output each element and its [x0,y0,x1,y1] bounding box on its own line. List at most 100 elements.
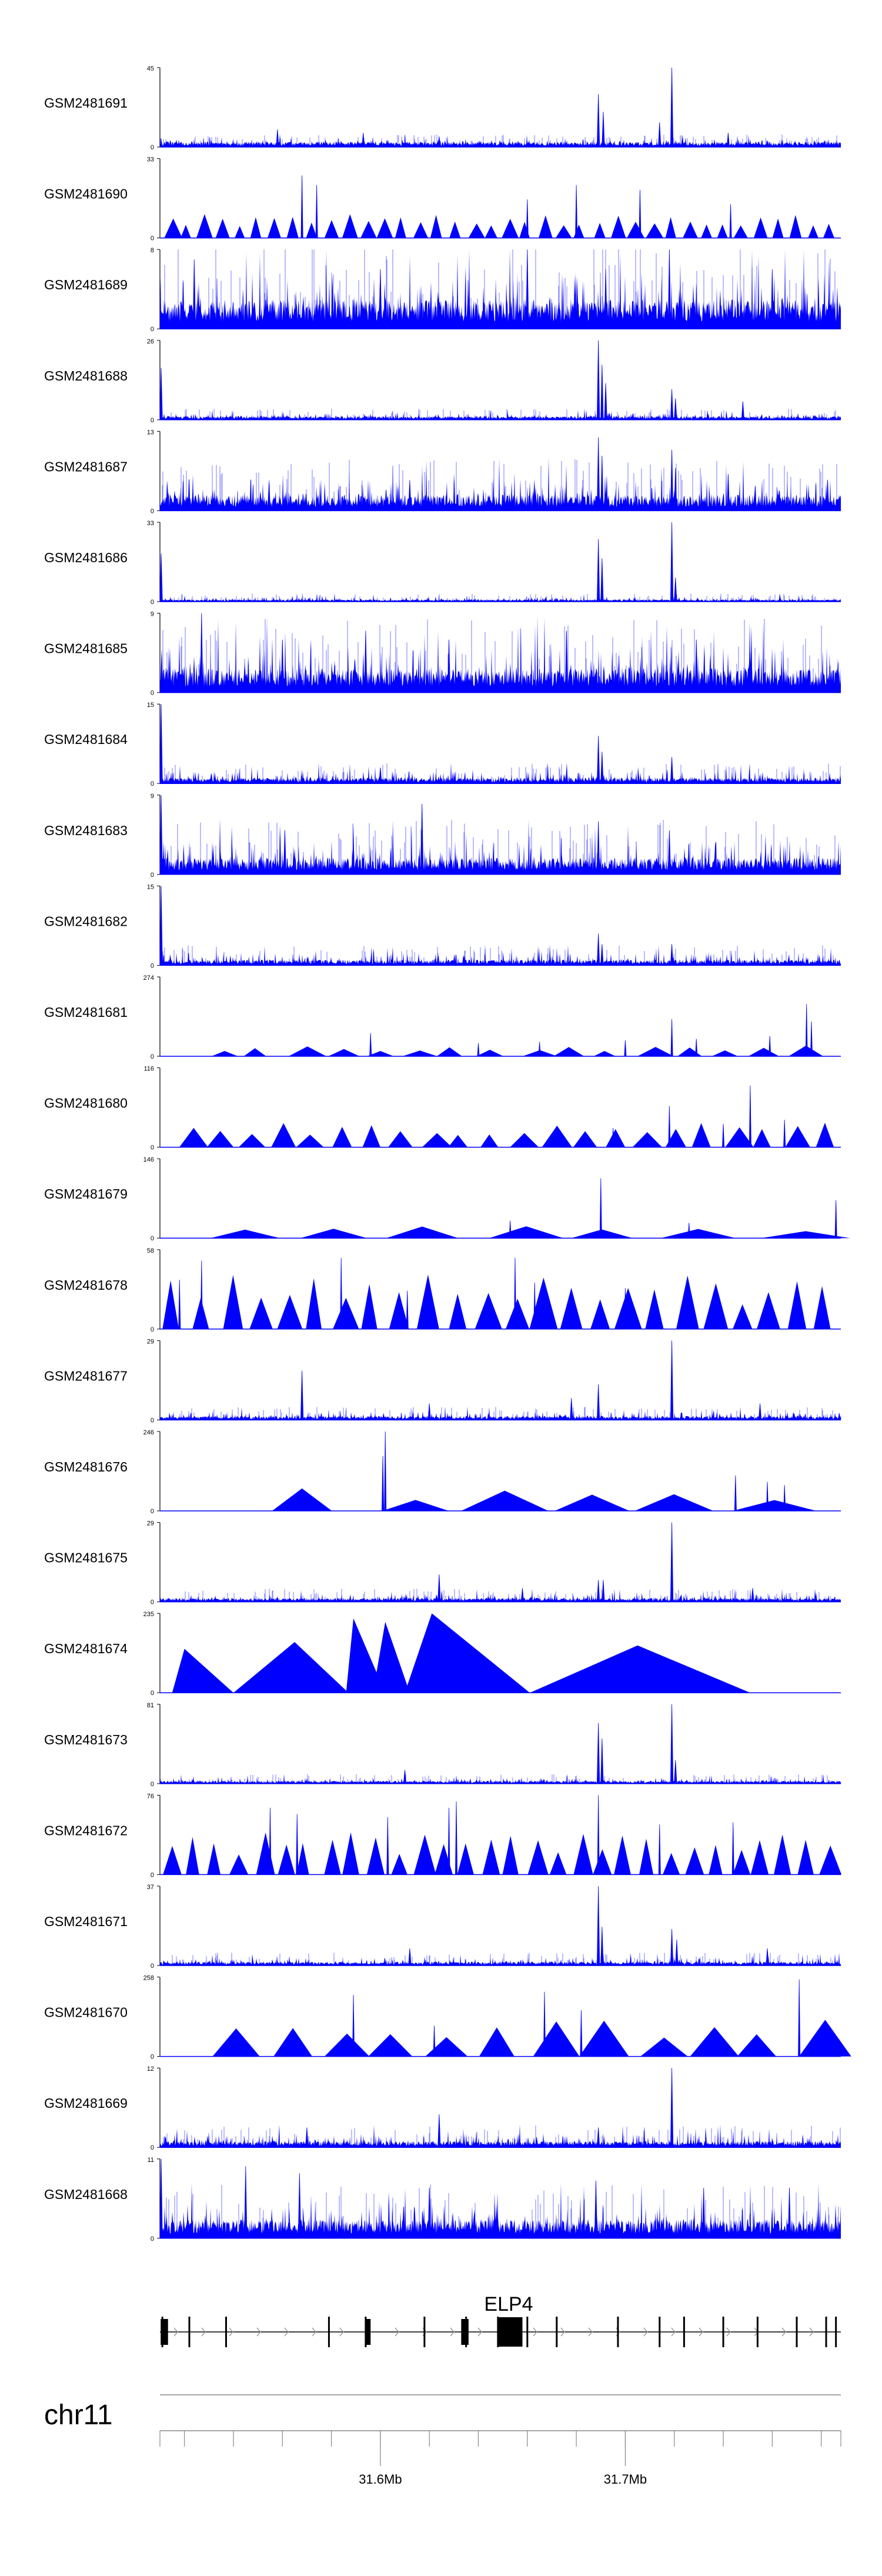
coverage-area [160,408,841,420]
track-label: GSM2481675 [44,1550,128,1566]
signal-spike [477,1043,480,1057]
coverage-peak [677,1047,702,1056]
coverage-peak [210,1229,280,1239]
signal-spike [526,249,529,329]
track-label: GSM2481669 [44,2095,128,2111]
coverage-peak [235,226,245,238]
coverage-peak [475,1293,502,1329]
exon-block [366,2319,371,2345]
coverage-peak [206,1131,234,1147]
track-label: GSM2481677 [44,1368,128,1383]
track-GSM2481677: GSM2481677 29 0 [44,1338,841,1424]
coverage-peak [506,1299,530,1329]
coverage-peak [660,1229,736,1239]
signal-spike [695,1039,698,1057]
coverage-peak [632,1132,662,1147]
y-max-label: 8 [151,247,154,254]
track-label: GSM2481670 [44,2005,128,2020]
signal-spike [670,389,674,421]
coverage-peak [819,1846,842,1875]
signal-spike [639,189,642,238]
y-max-label: 33 [147,520,154,527]
signal-spike [244,2166,248,2239]
strand-arrow [229,2327,233,2337]
coverage-noise [179,1407,841,1420]
coverage-peak [391,1854,407,1875]
coverage-peak [229,1854,249,1875]
y-max-label: 12 [147,2066,154,2073]
signal-spike [597,94,600,148]
signal-spike [674,1760,677,1784]
track-GSM2481670: GSM2481670 258 0 [44,1975,851,2061]
strand-arrow [173,2327,178,2337]
coverage-peak [479,2027,514,2057]
track-GSM2481690: GSM2481690 33 0 [44,156,841,242]
coverage-peak [560,1287,583,1329]
coverage-peak [212,2028,260,2057]
chromosome-label: chr11 [44,2400,113,2431]
signal-spike [437,2114,441,2148]
coverage-peak [701,224,712,238]
coverage-peak [717,224,728,238]
y-max-label: 81 [147,1702,154,1709]
signal-spike [702,2187,706,2239]
signal-spike [526,199,529,238]
coverage-peak [172,1649,233,1693]
exon [756,2317,759,2347]
coverage-peak [529,1277,558,1329]
track-GSM2481674: GSM2481674 235 0 [44,1611,841,1697]
coverage-noise [162,459,837,511]
exon [722,2317,724,2347]
coverage-peak [711,1050,738,1056]
coverage-peak [797,1840,814,1875]
tick-label: 31.6Mb [359,2472,402,2487]
coverage-peak [368,2034,413,2057]
coverage-peak [556,225,572,238]
track-GSM2481681: GSM2481681 274 0 [44,975,841,1060]
signal-spike [437,136,441,148]
coverage-triangles [172,1613,750,1693]
coverage-peak [690,2027,739,2057]
y-zero-label: 0 [151,962,154,969]
y-max-label: 29 [147,1520,154,1527]
signal-spike [770,269,774,329]
signal-spike [597,933,600,966]
signal-spike [674,578,677,602]
coverage-peak [573,1131,597,1147]
track-GSM2481685: GSM2481685 9 0 [44,611,841,697]
coverage-noise [172,1953,833,1966]
coverage-peak [539,215,553,238]
signal-spike [437,1574,441,1602]
coverage-peak [691,1123,711,1147]
coverage-noise [162,945,834,966]
coverage-peak [594,223,606,238]
coverage-peak [573,1834,593,1875]
coverage-peak [278,1844,295,1875]
coverage-peak [430,215,442,238]
signal-spike [766,1481,769,1511]
coverage-peak [750,1840,769,1875]
coverage-peak [761,1231,851,1239]
signal-spike [178,1279,181,1330]
coverage-peak [286,216,299,238]
signal-spike [597,821,600,875]
y-max-label: 13 [147,429,154,436]
coverage-peak [533,2021,580,2057]
signal-spike [564,630,569,693]
track-GSM2481689: GSM2481689 8 0 [44,247,841,333]
exon [328,2317,330,2347]
coverage-noise [160,1774,828,1784]
track-label: GSM2481684 [44,732,128,747]
signal-spike [597,1795,600,1875]
coverage-peak [476,1049,504,1056]
coverage-peak [482,1839,500,1875]
strand-arrow [450,2327,455,2337]
coverage-triangles [179,1123,834,1147]
y-max-label: 76 [147,1793,154,1800]
coverage-peak [422,1133,452,1147]
signal-spike [159,704,163,784]
coverage-peak [757,1292,780,1329]
signal-spike [447,639,451,693]
coverage-peak [489,1226,564,1239]
strand-arrow [588,2327,593,2337]
